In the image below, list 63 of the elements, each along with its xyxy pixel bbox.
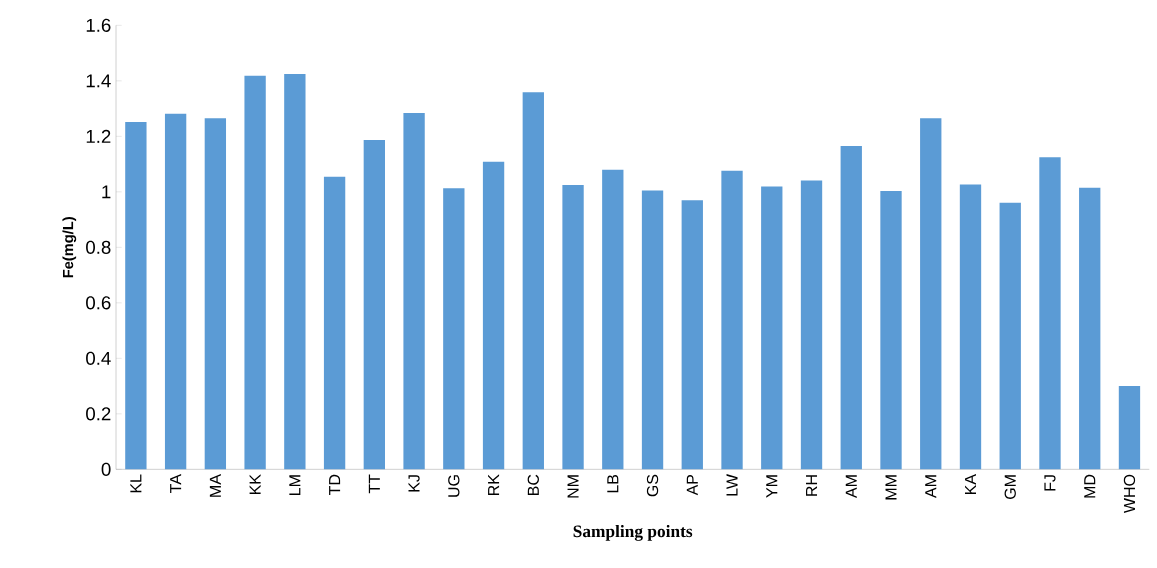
x-tick-label: KL: [130, 474, 142, 493]
bar: [323, 176, 346, 470]
bar: [1118, 386, 1141, 470]
bar: [1039, 157, 1061, 470]
x-tick-label: NM: [567, 475, 579, 498]
y-tick-label: 1.4: [86, 74, 111, 88]
bar: [403, 113, 425, 470]
x-tick-label: UG: [448, 475, 460, 497]
y-tick-label: 1.6: [86, 18, 111, 32]
y-tick-label: 1.2: [86, 129, 111, 143]
bar: [244, 75, 266, 470]
x-tick-label: MM: [885, 475, 897, 500]
y-axis-title: Fe(mg/L): [62, 217, 77, 278]
bar: [482, 161, 505, 470]
x-tick-label: MA: [209, 474, 221, 497]
bar: [125, 121, 147, 470]
x-tick-label: RH: [806, 475, 818, 496]
x-tick-label: YM: [766, 475, 778, 498]
bar: [562, 184, 584, 470]
bar: [284, 73, 306, 470]
x-tick-label: BC: [527, 474, 539, 495]
x-tick-label: LB: [607, 474, 619, 493]
bar: [443, 188, 465, 470]
bar: [602, 169, 624, 470]
bar: [721, 170, 743, 470]
bar: [761, 186, 783, 470]
bar: [800, 180, 823, 470]
bar: [164, 113, 187, 470]
x-tick-label: LW: [726, 474, 738, 496]
x-tick-label: RK: [488, 474, 500, 495]
y-tick-label: 1: [102, 185, 111, 199]
bar: [920, 118, 942, 470]
bar: [363, 139, 385, 470]
bar: [840, 146, 862, 470]
x-tick-label: LM: [289, 475, 301, 495]
x-tick-label: KA: [965, 474, 976, 495]
bar: [880, 191, 902, 470]
x-tick-label: TT: [368, 474, 380, 494]
bar: [522, 92, 544, 470]
y-tick-label: 0.6: [86, 296, 111, 310]
x-tick-label: TD: [329, 474, 341, 496]
bar: [681, 200, 703, 470]
x-tick-label: FJ: [1044, 475, 1056, 491]
x-tick-label: GS: [646, 474, 659, 497]
x-tick-label: AM: [925, 475, 937, 499]
x-tick-label: AP: [686, 474, 698, 496]
bar: [999, 202, 1021, 470]
y-tick-label: 0: [101, 462, 111, 476]
x-tick-label: KK: [249, 474, 261, 495]
x-tick-label: TA: [170, 474, 182, 493]
x-tick-label: GM: [1004, 475, 1016, 500]
bar: [641, 190, 664, 470]
x-axis-title: Sampling points: [573, 524, 693, 541]
x-tick-label: WHO: [1123, 474, 1136, 514]
bar: [959, 184, 982, 470]
y-tick-label: 0.2: [86, 407, 111, 421]
y-tick-label: 0.8: [86, 240, 111, 254]
x-tick-label: AM: [845, 475, 857, 499]
bar: [204, 118, 227, 470]
x-tick-label: KJ: [408, 475, 420, 492]
bar: [1079, 187, 1101, 470]
x-tick-label: MD: [1084, 474, 1096, 498]
y-tick-label: 0.4: [86, 351, 111, 365]
